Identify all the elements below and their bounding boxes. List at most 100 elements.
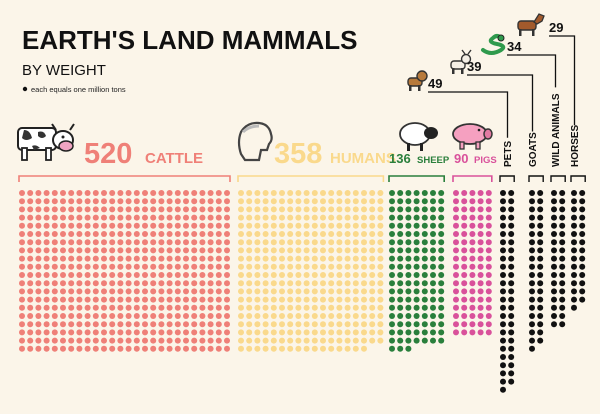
- dot: [421, 255, 428, 262]
- dot: [166, 239, 173, 246]
- dot: [246, 272, 253, 278]
- dot: [477, 214, 484, 221]
- value-label-pets: 49: [428, 76, 442, 91]
- dot: [84, 313, 91, 319]
- dot: [207, 313, 214, 319]
- dot: [369, 337, 376, 344]
- dot: [389, 280, 395, 287]
- dot: [27, 329, 34, 336]
- dot: [158, 206, 165, 213]
- dot: [35, 345, 42, 352]
- dot: [224, 304, 230, 311]
- dot: [336, 206, 343, 213]
- dot: [405, 280, 412, 287]
- dot: [303, 272, 310, 278]
- dot: [485, 206, 492, 213]
- dot: [551, 206, 557, 213]
- dot: [158, 345, 165, 352]
- dot: [224, 231, 230, 237]
- dot: [369, 272, 376, 278]
- dot: [246, 337, 253, 344]
- dot: [477, 313, 484, 319]
- dot: [19, 231, 25, 237]
- dot: [150, 288, 157, 295]
- dot: [174, 239, 181, 246]
- dot: [191, 247, 198, 254]
- dot: [508, 321, 515, 328]
- dot: [246, 345, 253, 352]
- unit-note: each equals one million tons: [31, 85, 126, 94]
- dot: [453, 296, 459, 303]
- dot: [571, 222, 577, 229]
- dot: [405, 329, 412, 336]
- dot: [133, 321, 140, 328]
- dot: [84, 190, 91, 196]
- dot: [469, 313, 476, 319]
- dot: [183, 190, 189, 196]
- dot: [224, 247, 230, 254]
- dot: [84, 280, 91, 287]
- dot: [279, 231, 285, 237]
- dot: [125, 296, 132, 303]
- dot: [215, 321, 222, 328]
- dot: [551, 296, 557, 303]
- dot: [191, 190, 198, 196]
- dot: [191, 313, 198, 319]
- dot: [262, 247, 269, 254]
- dot: [320, 345, 326, 352]
- dot: [133, 198, 140, 205]
- dot: [27, 190, 34, 196]
- dot: [537, 321, 544, 328]
- dot: [405, 313, 412, 319]
- dot: [207, 255, 214, 262]
- dot: [344, 231, 351, 237]
- dot: [224, 345, 230, 352]
- dot: [537, 247, 544, 254]
- dot: [158, 239, 165, 246]
- dot: [311, 255, 318, 262]
- dot: [150, 206, 157, 213]
- dot: [60, 272, 66, 278]
- dot: [500, 214, 506, 221]
- dot: [413, 337, 420, 344]
- dot: [183, 288, 189, 295]
- dot: [461, 321, 468, 328]
- dot: [207, 288, 214, 295]
- dot: [295, 239, 302, 246]
- dot: [117, 239, 124, 246]
- dot: [142, 280, 148, 287]
- goat-icon: [450, 49, 472, 74]
- dot: [352, 206, 359, 213]
- dot: [405, 255, 412, 262]
- dot: [51, 206, 58, 213]
- dot: [270, 288, 277, 295]
- dot: [43, 214, 50, 221]
- dot: [430, 329, 436, 336]
- dot: [279, 190, 285, 196]
- dot: [477, 272, 484, 278]
- dot: [76, 214, 83, 221]
- dot: [166, 337, 173, 344]
- dot: [287, 337, 294, 344]
- dot: [336, 247, 343, 254]
- dot: [320, 321, 326, 328]
- dot: [92, 239, 99, 246]
- dot: [485, 272, 492, 278]
- dot: [51, 231, 58, 237]
- dot: [215, 263, 222, 270]
- dot: [485, 280, 492, 287]
- dot: [421, 247, 428, 254]
- dot: [254, 337, 261, 344]
- dot: [254, 272, 261, 278]
- dot: [158, 255, 165, 262]
- dot: [344, 329, 351, 336]
- dot: [238, 239, 244, 246]
- dot: [27, 280, 34, 287]
- dot: [174, 247, 181, 254]
- value-label-pigs: 90: [454, 151, 468, 166]
- dot: [485, 263, 492, 270]
- dot: [19, 263, 25, 270]
- dot: [246, 239, 253, 246]
- dot: [238, 255, 244, 262]
- dot: [421, 280, 428, 287]
